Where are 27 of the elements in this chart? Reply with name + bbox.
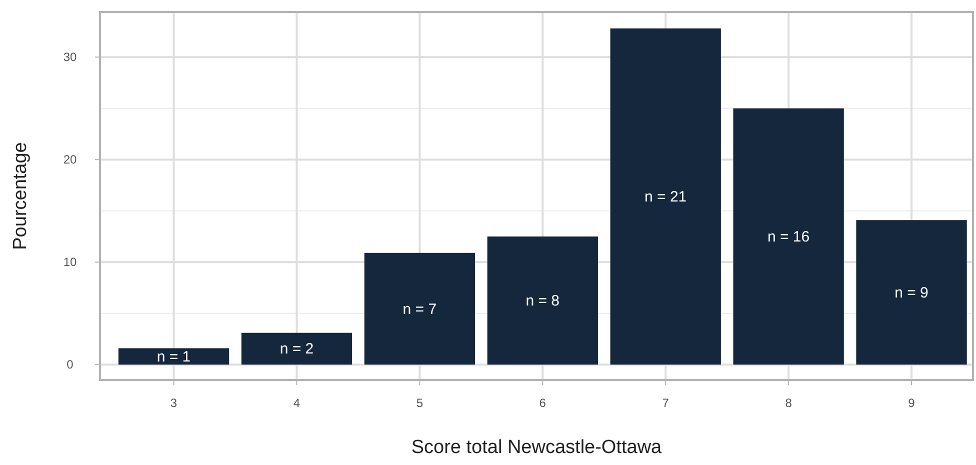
- bar: [364, 252, 476, 365]
- x-tick-label: 4: [293, 396, 300, 410]
- x-tick-label: 7: [662, 396, 670, 410]
- bar: [610, 28, 721, 365]
- bar: [856, 220, 967, 365]
- x-tick-label: 3: [170, 396, 178, 410]
- y-tick-label: 30: [63, 50, 77, 64]
- y-tick-label: 20: [63, 152, 77, 167]
- bar: [118, 348, 230, 365]
- annotation: n = 2: [280, 340, 314, 358]
- annotation: n = 7: [402, 300, 437, 318]
- annotation: n = 9: [894, 284, 928, 302]
- bar: [241, 332, 352, 365]
- annotation: n = 1: [156, 348, 191, 366]
- x-tick-label: 5: [416, 396, 424, 410]
- x-tick-label: 9: [908, 396, 916, 410]
- x-tick-label: 6: [539, 396, 546, 410]
- bar: [733, 108, 844, 365]
- bar: [487, 236, 598, 365]
- annotation: n = 8: [526, 292, 560, 310]
- y-tick-label: 10: [63, 255, 77, 270]
- y-tick-label: 0: [66, 358, 74, 372]
- y-axis-title: Pourcentage: [10, 142, 31, 250]
- x-axis-title: Score total Newcastle-Ottawa: [411, 437, 662, 458]
- annotation: n = 16: [768, 228, 810, 246]
- annotation: n = 21: [644, 188, 687, 206]
- x-tick-label: 8: [785, 396, 792, 410]
